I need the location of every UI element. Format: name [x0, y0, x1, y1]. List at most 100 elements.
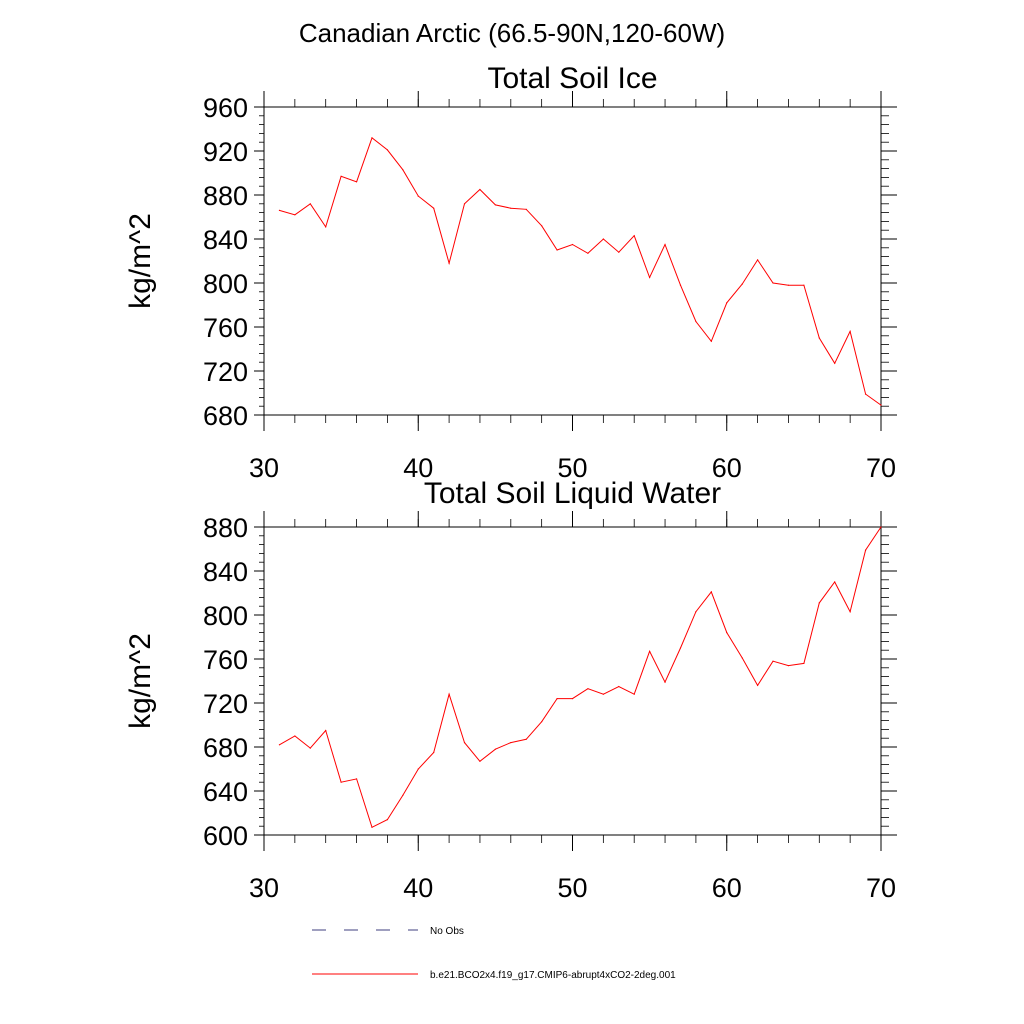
data-point	[864, 549, 867, 551]
data-point	[463, 203, 466, 205]
data-point	[448, 693, 450, 695]
data-point	[386, 149, 388, 151]
data-point	[325, 226, 327, 228]
legend-label-model-run: b.e21.BCO2x4.f19_g17.CMIP6-abrupt4xCO2-2…	[430, 970, 676, 981]
data-point	[294, 214, 296, 216]
data-point	[710, 591, 712, 593]
data-point	[741, 657, 743, 659]
data-point	[757, 259, 759, 261]
data-point	[355, 181, 358, 183]
data-point	[278, 744, 281, 746]
panel-title: Total Soil Liquid Water	[424, 477, 721, 510]
data-point	[787, 665, 790, 667]
y-axis-label: kg/m^2	[124, 633, 157, 729]
x-tick-label: 70	[866, 453, 896, 483]
data-point	[849, 611, 851, 613]
data-point	[741, 283, 743, 285]
x-tick-label: 60	[712, 453, 742, 483]
data-point	[340, 781, 342, 783]
data-point	[433, 207, 435, 209]
data-point	[772, 282, 774, 284]
y-tick-label: 840	[203, 225, 248, 255]
x-tick-label: 50	[557, 453, 587, 483]
data-point	[463, 742, 466, 744]
data-point	[834, 362, 836, 364]
data-point	[864, 393, 867, 395]
data-point	[278, 209, 281, 211]
y-tick-label: 800	[203, 601, 248, 631]
x-tick-label: 40	[403, 453, 433, 483]
data-point	[880, 526, 882, 528]
y-tick-label: 880	[203, 181, 248, 211]
data-point	[510, 742, 512, 744]
data-point	[494, 204, 496, 206]
data-point	[679, 284, 682, 286]
series-line	[279, 136, 882, 406]
data-point	[355, 778, 358, 780]
data-point	[710, 340, 712, 342]
panel-total-soil-liquid-water: Total Soil Liquid Water kg/m^2 600 640 680 72…	[124, 477, 897, 903]
data-point	[541, 225, 543, 227]
x-tick-label: 70	[866, 873, 896, 903]
data-point	[325, 729, 327, 732]
data-point	[664, 243, 666, 246]
data-point	[309, 747, 311, 749]
x-tick-label: 50	[557, 873, 587, 903]
data-point	[772, 660, 774, 662]
data-point	[787, 284, 790, 286]
data-point	[417, 768, 419, 770]
data-point	[587, 252, 589, 254]
data-point	[818, 602, 820, 604]
data-point	[818, 337, 820, 339]
data-point	[525, 208, 527, 210]
x-tick-label: 40	[403, 873, 433, 903]
data-point	[433, 751, 435, 754]
plot-frame	[263, 526, 882, 836]
legend-label-no-obs: No Obs	[430, 926, 464, 937]
data-point	[834, 581, 836, 583]
data-point	[649, 650, 651, 652]
data-point	[571, 698, 574, 700]
data-point	[479, 760, 481, 762]
y-tick-label: 880	[203, 513, 248, 543]
data-point	[479, 188, 481, 191]
y-tick-label: 640	[203, 777, 248, 807]
y-tick-label: 680	[203, 733, 248, 763]
y-tick-label: 960	[203, 93, 248, 123]
x-tick-label: 30	[249, 873, 279, 903]
data-point	[803, 662, 805, 665]
data-point	[494, 748, 496, 750]
figure-suptitle: Canadian Arctic (66.5-90N,120-60W)	[299, 18, 725, 48]
data-point	[587, 688, 589, 690]
data-point	[695, 611, 697, 613]
data-point	[664, 681, 666, 683]
data-point	[340, 175, 342, 177]
data-point	[618, 685, 620, 688]
data-point	[602, 238, 604, 240]
data-point	[726, 302, 728, 304]
x-tick-label: 60	[712, 873, 742, 903]
data-point	[417, 195, 419, 197]
data-point	[525, 738, 527, 740]
y-tick-label: 680	[203, 401, 248, 431]
y-tick-label: 760	[203, 313, 248, 343]
panel-total-soil-ice: Total Soil Ice kg/m^2 680 720 760 800 840 880 92…	[124, 62, 897, 483]
data-point	[679, 647, 682, 649]
data-point	[448, 262, 450, 264]
data-point	[556, 698, 558, 700]
data-point	[402, 794, 404, 797]
data-point	[602, 693, 604, 695]
data-point	[510, 207, 512, 209]
panel-title: Total Soil Ice	[487, 62, 657, 95]
y-tick-label: 800	[203, 269, 248, 299]
data-point	[618, 251, 620, 253]
y-tick-label: 720	[203, 357, 248, 387]
data-point	[803, 284, 805, 286]
y-tick-label: 920	[203, 137, 248, 167]
y-tick-label: 760	[203, 645, 248, 675]
data-point	[649, 276, 651, 279]
data-point	[571, 243, 574, 246]
data-point	[695, 320, 697, 323]
data-point	[633, 693, 635, 695]
